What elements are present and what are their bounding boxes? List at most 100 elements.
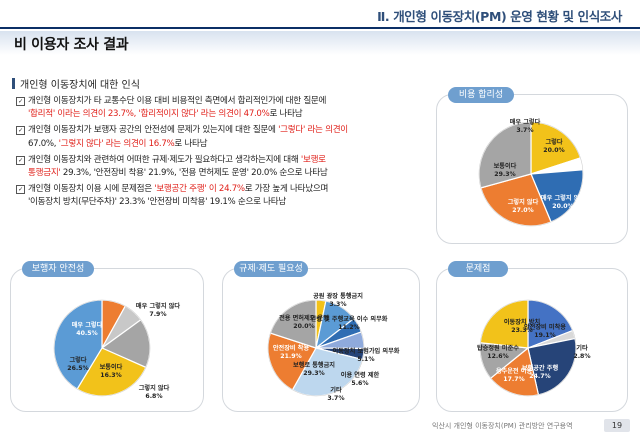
slice-label-value: 3.3% xyxy=(329,301,346,308)
slice-label: 그렇지 않다 27.0% xyxy=(508,198,539,214)
section-title-bar xyxy=(0,31,640,55)
slice-label-value: 20.0% xyxy=(543,147,564,154)
slice-label-name: 그렇다 xyxy=(545,138,562,146)
slice-label-name: 보행로 통행금지 xyxy=(293,361,335,369)
slice-label-name: 이용 연령 제한 xyxy=(341,371,380,379)
slice-label-value: 5.6% xyxy=(351,380,368,387)
slice-label: 이동장치 방치 23.3% xyxy=(504,318,541,334)
slice-label: 이용 연령 제한 5.6% xyxy=(341,371,380,387)
pie-outline xyxy=(478,121,584,227)
slice-label: 매우 그렇지 않다 20.0% xyxy=(541,194,585,210)
slice-label-name: 공원 광장 통행금지 xyxy=(313,292,363,300)
page-number: 19 xyxy=(604,419,630,432)
checkbox-icon: ✓ xyxy=(16,185,25,195)
finding-text: 개인형 이동장치와 관련하여 어떠한 규제·제도가 필요하다고 생각하는지에 대… xyxy=(28,154,301,165)
finding-line: 개인형 이동장치 이용 시에 문제점은 '보행공간 주행' 이 24.7%로 가… xyxy=(28,183,432,196)
slice-label-value: 20.0% xyxy=(293,323,314,330)
slice-label-value: 3.7% xyxy=(516,127,533,134)
slice-label: 안전장비 미착용 19.1% xyxy=(524,323,566,339)
slice-label-name: 매우 그렇다 xyxy=(510,118,541,126)
finding-text: '이동장치 방치(무단주차)' 23.3% '안전장비 미착용' 19.1% 순… xyxy=(28,197,286,208)
chart-title-problems: 문제점 xyxy=(448,261,508,277)
findings-list: ✓ 개인형 이동장치가 타 교통수단 이용 대비 비용적인 측면에서 합리적인가에… xyxy=(16,95,432,213)
slice-label-value: 12.6% xyxy=(487,353,508,360)
finding-text: 개인형 이동장치 이용 시에 문제점은 xyxy=(28,184,155,195)
slice-label: 그렇다 26.5% xyxy=(67,356,88,372)
slice-label-value: 40.5% xyxy=(76,330,97,337)
slice-label-name: 안전장비 착용 xyxy=(273,344,310,352)
section-title: 비 이용자 조사 결과 xyxy=(14,37,129,53)
slice-label-name: 이동장치 방치 xyxy=(504,318,541,326)
finding-line: 개인형 이동장치가 보행자 공간의 안전성에 문제가 있는지에 대한 질문에 '… xyxy=(28,124,432,137)
slice-label-value: 3.7% xyxy=(327,395,344,402)
checkbox-icon: ✓ xyxy=(16,97,25,106)
checkbox-icon: ✓ xyxy=(16,155,25,165)
finding-line: 개인형 이동장치가 타 교통수단 이용 대비 비용적인 측면에서 합리적인가에 … xyxy=(28,95,432,108)
finding-text: 로 가장 높게 나타났으며 xyxy=(244,184,329,195)
finding-line: 67.0%, '그렇지 않다' 라는 의견이 16.7%로 나타남 xyxy=(28,138,432,151)
chart-title-regulation: 규제·제도 필요성 xyxy=(234,261,308,277)
finding-highlight: 통행금지' xyxy=(28,168,61,179)
slice-label-value: 7.9% xyxy=(149,311,166,318)
slice-label: 보행공간 주행 24.7% xyxy=(522,364,559,380)
chapter-title: Ⅱ. 개인형 이동장치(PM) 운영 현황 및 인식조사 xyxy=(377,9,622,24)
slice-label-value: 24.7% xyxy=(529,373,550,380)
slice-label-value: 20.0% xyxy=(552,203,573,210)
slice-label-value: 5.1% xyxy=(357,356,374,363)
slice-label-name: 매우 그렇지 않다 xyxy=(136,302,180,310)
slice-label-name: 보통이다 xyxy=(494,162,517,170)
slice-label: 기타 3.7% xyxy=(327,386,344,402)
slice-label-name: 기타 xyxy=(330,386,342,394)
slice-label-value: 6.8% xyxy=(145,393,162,400)
slice-label-name: 이동장치 보험가입 의무화 xyxy=(333,347,400,355)
slice-label-name: 그렇지 않다 xyxy=(139,384,170,392)
checkbox-icon: ✓ xyxy=(16,126,25,136)
slice-label: 그렇지 않다 6.8% xyxy=(139,384,170,400)
slice-label-value: 17.7% xyxy=(503,376,524,383)
slice-label-value: 2.8% xyxy=(573,353,590,360)
finding-highlight: '합리적' 이라는 의견이 23.7%, '합리적이지 않다' 라는 의견이 4… xyxy=(28,109,270,120)
slice-label: 안전장비 착용 21.9% xyxy=(273,344,310,360)
finding-text: 개인형 이동장치가 보행자 공간의 안전성에 문제가 있는지에 대한 질문에 xyxy=(28,125,279,136)
finding-item: ✓ 개인형 이동장치가 타 교통수단 이용 대비 비용적인 측면에서 합리적인가에… xyxy=(16,95,432,121)
pie-outline xyxy=(267,299,365,397)
finding-text: 개인형 이동장치가 타 교통수단 이용 대비 비용적인 측면에서 합리적인가에 … xyxy=(28,96,327,106)
finding-item: ✓ 개인형 이동장치와 관련하여 어떠한 규제·제도가 필요하다고 생각하는지에 … xyxy=(16,154,432,180)
slice-label: 이동장치 보험가입 의무화 5.1% xyxy=(333,347,400,363)
chart-title-cost: 비용 합리성 xyxy=(448,87,514,103)
finding-line: 개인형 이동장치와 관련하여 어떠한 규제·제도가 필요하다고 생각하는지에 대… xyxy=(28,154,432,167)
finding-highlight: '그렇다' 라는 의견이 xyxy=(278,125,348,136)
slice-label: 매우 그렇다 3.7% xyxy=(510,118,541,134)
slice-label-name: 연령 및 주행교육 이수 의무화 xyxy=(311,315,388,323)
slice-label-value: 29.3% xyxy=(494,171,515,178)
slice-label-name: 보행공간 주행 xyxy=(522,364,559,372)
pie-chart-problems: 안전장비 미착용 19.1% 기타 2.8% 보행공간 주행 24.7%음주운전 이용 17… xyxy=(477,299,591,397)
slice-label-name: 그렇지 않다 xyxy=(508,198,539,206)
pie-chart-pedestrian: 매우 그렇지 않다 7.9% 그렇지 않다 6.8% 보통이다 16.3% 그렇다 26.5%… xyxy=(53,299,180,400)
slice-label: 보통이다 29.3% xyxy=(494,162,517,178)
subheading-text: 개인형 이동장치에 대한 인식 xyxy=(20,80,140,91)
subheading-marker xyxy=(12,78,15,89)
slice-label-value: 27.0% xyxy=(512,207,533,214)
pie-chart-regulation: 공원 광장 통행금지 3.3% 연령 및 주행교육 이수 의무화 11.2% 이동장치 … xyxy=(267,292,400,402)
finding-text: 67.0%, xyxy=(28,138,59,149)
slice-label: 음주운전 이용 17.7% xyxy=(496,367,533,383)
slice-label: 연령 및 주행교육 이수 의무화 11.2% xyxy=(311,315,388,331)
slice-label-name: 보통이다 xyxy=(100,363,123,371)
slice-label: 기타 2.8% xyxy=(573,344,590,360)
finding-line: '합리적' 이라는 의견이 23.7%, '합리적이지 않다' 라는 의견이 4… xyxy=(28,108,432,121)
slice-label: 보통이다 16.3% xyxy=(100,363,123,379)
slice-label-name: 음주운전 이용 xyxy=(496,367,533,375)
slice-label-name: 기타 xyxy=(576,344,588,352)
slice-label: 그렇다 20.0% xyxy=(543,138,564,154)
slice-label-value: 11.2% xyxy=(338,324,359,331)
finding-text: 로 나타남 xyxy=(174,138,208,149)
slice-label: 공원 광장 통행금지 3.3% xyxy=(313,292,363,308)
slice-label-name: 안전장비 미착용 xyxy=(524,323,566,331)
pie-outline xyxy=(479,299,577,397)
slice-label: 매우 그렇다 40.5% xyxy=(72,321,103,337)
finding-highlight: '그렇지 않다' 라는 의견이 16.7% xyxy=(58,138,175,149)
finding-line: '이동장치 방치(무단주차)' 23.3% '안전장비 미착용' 19.1% 순… xyxy=(28,196,432,209)
slice-label-name: 매우 그렇지 않다 xyxy=(541,194,585,202)
slice-label: 보행로 통행금지 29.3% xyxy=(293,361,335,377)
